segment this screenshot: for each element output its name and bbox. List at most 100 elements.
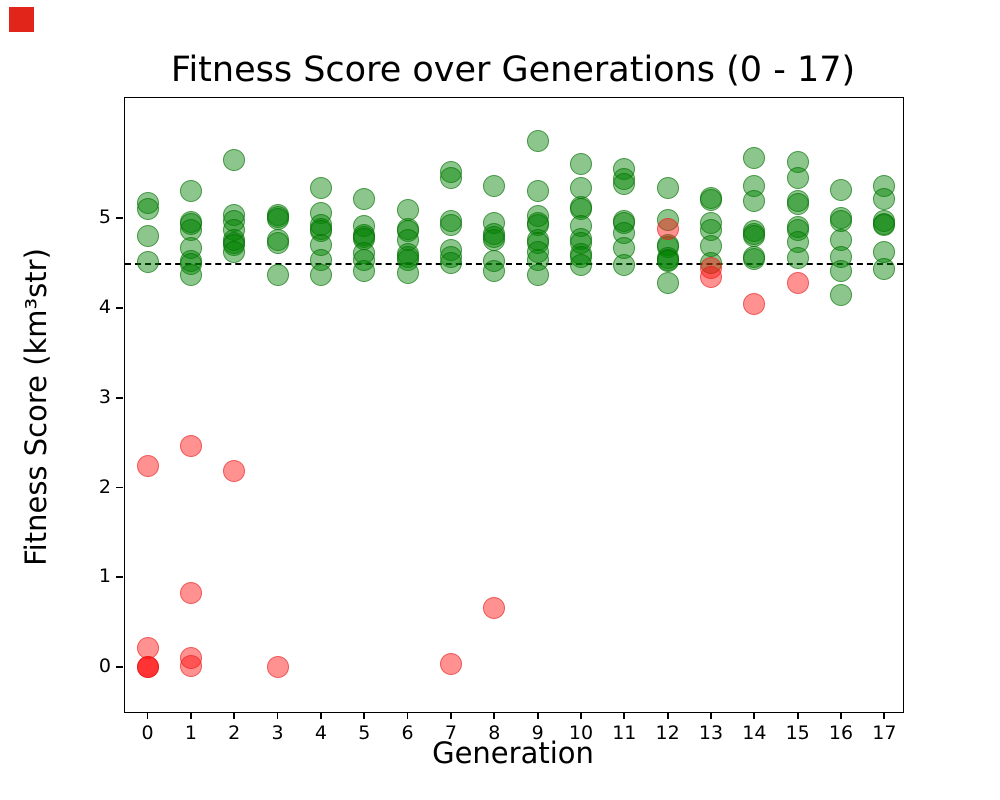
x-tick-label: 17 (872, 722, 897, 744)
x-tick-mark (710, 712, 712, 719)
data-point-above-threshold (786, 166, 809, 189)
data-point-above-threshold (179, 263, 202, 286)
x-tick-mark (536, 712, 539, 719)
data-point-below-threshold (483, 596, 506, 619)
x-tick-label: 7 (444, 722, 457, 744)
data-point-above-threshold (223, 241, 246, 264)
data-point-above-threshold (569, 253, 592, 276)
data-point-above-threshold (830, 283, 853, 306)
x-tick-label: 11 (612, 722, 637, 744)
data-point-above-threshold (309, 176, 332, 199)
data-point-above-threshold (266, 263, 289, 286)
data-point-above-threshold (439, 213, 462, 236)
x-tick-mark (623, 712, 626, 719)
x-tick-label: 13 (698, 722, 724, 744)
data-point-below-threshold (136, 656, 159, 679)
x-tick-label: 12 (655, 722, 680, 744)
data-point-below-threshold (656, 218, 679, 241)
x-tick-label: 8 (488, 722, 501, 744)
x-tick-label: 15 (785, 722, 810, 744)
data-point-above-threshold (873, 187, 896, 210)
data-point-below-threshold (743, 292, 766, 315)
x-tick-mark (883, 712, 886, 719)
x-tick-label: 0 (141, 722, 154, 744)
data-point-above-threshold (179, 180, 202, 203)
data-point-above-threshold (526, 180, 549, 203)
x-tick-label: 3 (271, 722, 284, 744)
data-point-above-threshold (353, 260, 376, 283)
data-point-above-threshold (830, 178, 853, 201)
data-point-above-threshold (396, 262, 419, 285)
x-axis-label: Generation (432, 736, 594, 770)
data-point-below-threshold (439, 653, 462, 676)
data-point-above-threshold (353, 187, 376, 210)
x-tick-label: 9 (531, 722, 544, 744)
y-tick-mark (116, 576, 124, 579)
y-tick-label: 5 (98, 206, 111, 229)
chart-title: Fitness Score over Generations (0 - 17) (170, 50, 856, 90)
y-tick-label: 0 (98, 655, 111, 678)
y-tick-label: 2 (98, 475, 111, 498)
data-point-above-threshold (873, 258, 896, 281)
data-point-above-threshold (483, 260, 506, 283)
data-point-below-threshold (179, 581, 202, 604)
data-point-above-threshold (830, 260, 853, 283)
data-point-below-threshold (699, 265, 722, 288)
data-point-above-threshold (873, 214, 896, 237)
y-tick-label: 1 (98, 565, 111, 588)
data-point-above-threshold (439, 252, 462, 275)
data-point-above-threshold (526, 130, 549, 153)
data-point-above-threshold (136, 198, 159, 221)
data-point-above-threshold (743, 247, 766, 270)
data-point-above-threshold (569, 152, 592, 175)
data-point-above-threshold (309, 263, 332, 286)
data-point-below-threshold (266, 656, 289, 679)
data-point-above-threshold (613, 173, 636, 196)
x-tick-label: 1 (184, 722, 197, 744)
x-tick-mark (753, 712, 756, 719)
x-tick-label: 2 (228, 722, 241, 744)
data-point-above-threshold (613, 253, 636, 276)
x-tick-label: 10 (568, 722, 594, 744)
data-point-below-threshold (786, 271, 809, 294)
data-point-above-threshold (136, 225, 159, 248)
x-tick-label: 6 (401, 722, 414, 744)
x-tick-mark (276, 712, 279, 719)
plot-area: 0 1 2 3 4 5 6 7 8 9 10 11 12 13 14 15 16 17 0 1 2 3 4 5 (99, 97, 904, 744)
x-tick-label: 14 (742, 722, 767, 744)
data-point-above-threshold (526, 263, 549, 286)
x-tick-mark (580, 712, 582, 719)
data-point-above-threshold (656, 271, 679, 294)
y-axis-label: Fitness Score (km³str) (19, 248, 53, 566)
x-tick-mark (840, 712, 842, 719)
x-tick-mark (493, 712, 496, 719)
y-tick-label: 3 (98, 385, 111, 408)
y-tick-mark (116, 396, 124, 399)
data-point-above-threshold (483, 228, 506, 251)
data-point-below-threshold (179, 655, 202, 678)
corner-red-marker (9, 7, 34, 32)
data-point-above-threshold (786, 192, 809, 215)
data-point-above-threshold (656, 176, 679, 199)
data-point-above-threshold (483, 174, 506, 197)
data-point-below-threshold (179, 435, 202, 458)
x-tick-mark (189, 712, 192, 719)
y-tick-mark (116, 307, 124, 309)
data-point-above-threshold (699, 189, 722, 212)
x-tick-label: 5 (358, 722, 371, 744)
x-tick-label: 4 (314, 722, 327, 744)
y-tick-mark (116, 217, 124, 220)
x-tick-mark (450, 712, 452, 719)
x-tick-mark (796, 712, 799, 719)
data-point-above-threshold (656, 250, 679, 273)
y-tick-mark (116, 486, 124, 489)
data-point-above-threshold (743, 225, 766, 248)
data-point-above-threshold (266, 208, 289, 231)
data-point-above-threshold (223, 148, 246, 171)
data-point-above-threshold (743, 190, 766, 213)
x-tick-mark (320, 712, 322, 719)
x-tick-mark (146, 712, 149, 719)
data-point-above-threshold (743, 147, 766, 170)
data-point-above-threshold (786, 246, 809, 269)
